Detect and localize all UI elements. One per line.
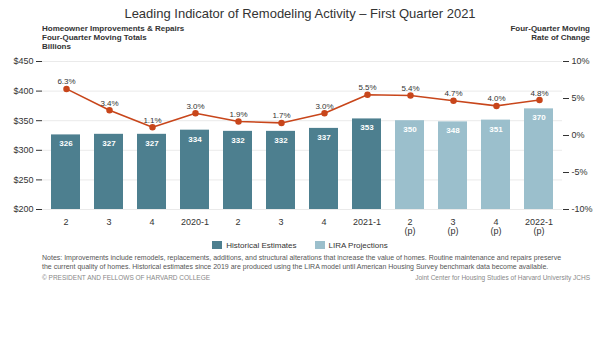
svg-text:4: 4	[321, 217, 326, 227]
svg-text:$400: $400	[13, 86, 33, 96]
svg-text:4: 4	[149, 217, 154, 227]
svg-text:332: 332	[274, 136, 288, 145]
html-text:Joint Center for Housing Studi: Joint Center for Housing Studies of Harv…	[415, 274, 590, 281]
html-text:© PRESIDENT AND FELLOWS OF HAR: © PRESIDENT AND FELLOWS OF HARVARD COLLE…	[42, 274, 211, 281]
svg-text:6.3%: 6.3%	[57, 77, 75, 86]
html-text:Four-Quarter Moving Rate of Ch: Four-Quarter Moving Rate of Change	[510, 24, 590, 42]
html-text:Leading Indicator of Remodelin: Leading Indicator of Remodeling Activity…	[124, 6, 476, 21]
svg-text:1.1%: 1.1%	[143, 116, 161, 125]
svg-text:327: 327	[102, 139, 116, 148]
svg-text:2(p): 2(p)	[405, 217, 416, 236]
svg-text:2022-1(p): 2022-1(p)	[525, 217, 553, 236]
html-text:Historical Estimates: Historical Estimates	[226, 241, 297, 250]
svg-text:337: 337	[317, 133, 331, 142]
svg-text:3(p): 3(p)	[448, 217, 459, 236]
svg-text:$200: $200	[13, 204, 33, 214]
svg-text:1.7%: 1.7%	[272, 111, 290, 120]
svg-text:4(p): 4(p)	[491, 217, 502, 236]
svg-text:0%: 0%	[572, 130, 585, 140]
svg-text:348: 348	[446, 126, 460, 135]
svg-text:4.7%: 4.7%	[444, 89, 462, 98]
svg-text:370: 370	[532, 113, 546, 122]
svg-text:10%: 10%	[572, 56, 590, 66]
svg-text:2021-1: 2021-1	[353, 217, 381, 227]
html-text:Homeowner Improvements & Repai: Homeowner Improvements & Repairs Four-Qu…	[42, 24, 185, 51]
svg-text:4.0%: 4.0%	[487, 94, 505, 103]
html-text:Notes: Improvements include re: Notes: Improvements include remodels, re…	[42, 254, 562, 270]
svg-text:$300: $300	[13, 145, 33, 155]
svg-text:$250: $250	[13, 175, 33, 185]
svg-text:5.4%: 5.4%	[401, 84, 419, 93]
svg-text:3: 3	[278, 217, 283, 227]
svg-text:326: 326	[59, 139, 73, 148]
svg-text:3.0%: 3.0%	[186, 102, 204, 111]
svg-text:2: 2	[235, 217, 240, 227]
svg-text:350: 350	[403, 125, 417, 134]
svg-text:5%: 5%	[572, 93, 585, 103]
svg-text:3: 3	[106, 217, 111, 227]
svg-text:-5%: -5%	[572, 167, 588, 177]
svg-text:351: 351	[489, 125, 503, 134]
svg-text:5.5%: 5.5%	[358, 83, 376, 92]
svg-text:3.0%: 3.0%	[315, 102, 333, 111]
svg-text:$450: $450	[13, 56, 33, 66]
svg-text:2020-1: 2020-1	[181, 217, 209, 227]
svg-text:334: 334	[188, 135, 202, 144]
svg-text:$350: $350	[13, 116, 33, 126]
svg-text:-10%: -10%	[572, 204, 593, 214]
svg-text:332: 332	[231, 136, 245, 145]
svg-text:1.9%: 1.9%	[229, 110, 247, 119]
html-text:LIRA Projections: LIRA Projections	[328, 241, 388, 250]
svg-text:3.4%: 3.4%	[100, 99, 118, 108]
svg-text:4.8%: 4.8%	[530, 89, 548, 98]
svg-text:2: 2	[63, 217, 68, 227]
svg-text:327: 327	[145, 139, 159, 148]
svg-text:353: 353	[360, 123, 374, 132]
